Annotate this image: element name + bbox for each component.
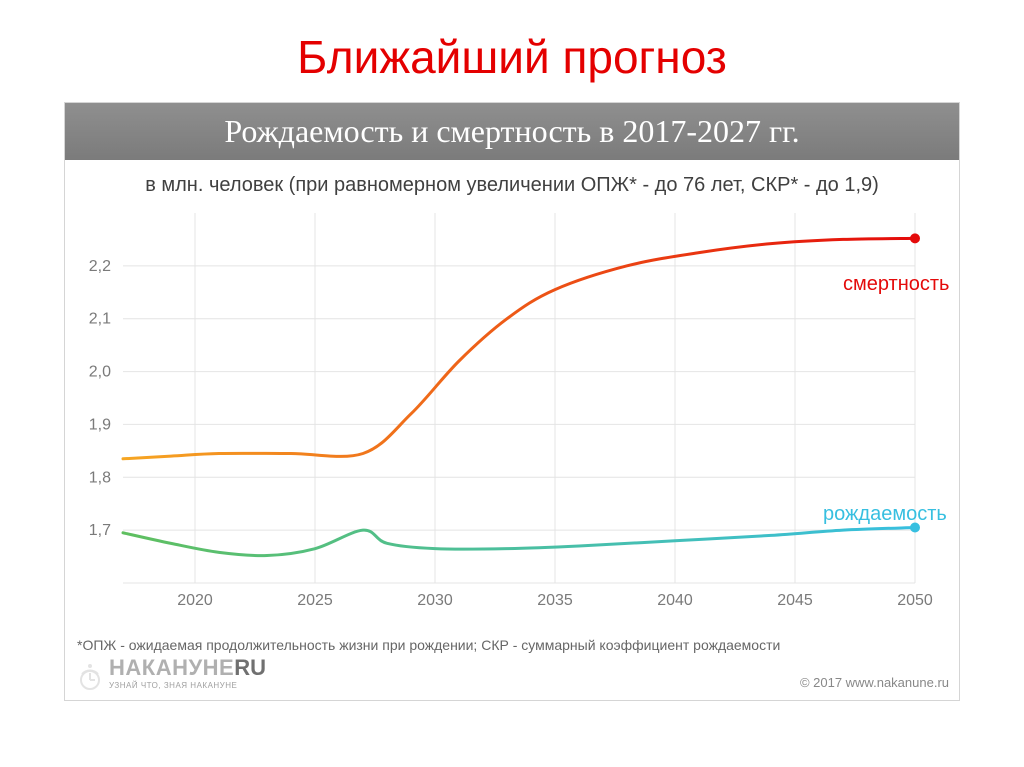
logo-text-2: RU — [234, 655, 266, 680]
svg-text:2,0: 2,0 — [89, 364, 111, 381]
chart-svg: 1,7 1,8 1,9 2,0 2,1 2,2 2020 2025 2030 2035 2040 20… — [65, 203, 935, 623]
footer: НАКАНУНЕRU УЗНАЙ ЧТО, ЗНАЯ НАКАНУНЕ © 20… — [65, 655, 959, 700]
svg-text:2030: 2030 — [417, 592, 453, 609]
svg-text:2035: 2035 — [537, 592, 573, 609]
svg-text:2020: 2020 — [177, 592, 213, 609]
svg-text:2045: 2045 — [777, 592, 813, 609]
svg-text:2,1: 2,1 — [89, 311, 111, 328]
logo-text-1: НАКАНУНЕ — [109, 655, 234, 680]
chart-plot-area: 1,7 1,8 1,9 2,0 2,1 2,2 2020 2025 2030 2035 2040 20… — [65, 203, 959, 633]
svg-text:1,9: 1,9 — [89, 416, 111, 433]
logo-icon — [73, 662, 107, 690]
copyright: © 2017 www.nakanune.ru — [800, 675, 949, 690]
svg-text:1,8: 1,8 — [89, 469, 111, 486]
svg-text:1,7: 1,7 — [89, 522, 111, 539]
main-title: Ближайший прогноз — [0, 30, 1024, 84]
svg-text:2050: 2050 — [897, 592, 933, 609]
svg-text:2040: 2040 — [657, 592, 693, 609]
chart-header: Рождаемость и смертность в 2017-2027 гг. — [65, 103, 959, 160]
series-label-birthrate: рождаемость — [823, 503, 947, 526]
chart-container: Рождаемость и смертность в 2017-2027 гг.… — [64, 102, 960, 701]
footnote: *ОПЖ - ожидаемая продолжительность жизни… — [65, 633, 959, 655]
svg-text:2025: 2025 — [297, 592, 333, 609]
logo-subtext: УЗНАЙ ЧТО, ЗНАЯ НАКАНУНЕ — [109, 681, 266, 690]
logo: НАКАНУНЕRU УЗНАЙ ЧТО, ЗНАЯ НАКАНУНЕ — [73, 655, 266, 690]
chart-subtitle: в млн. человек (при равномерном увеличен… — [65, 174, 959, 197]
svg-text:2,2: 2,2 — [89, 258, 111, 275]
series-label-mortality: смертность — [843, 273, 949, 296]
